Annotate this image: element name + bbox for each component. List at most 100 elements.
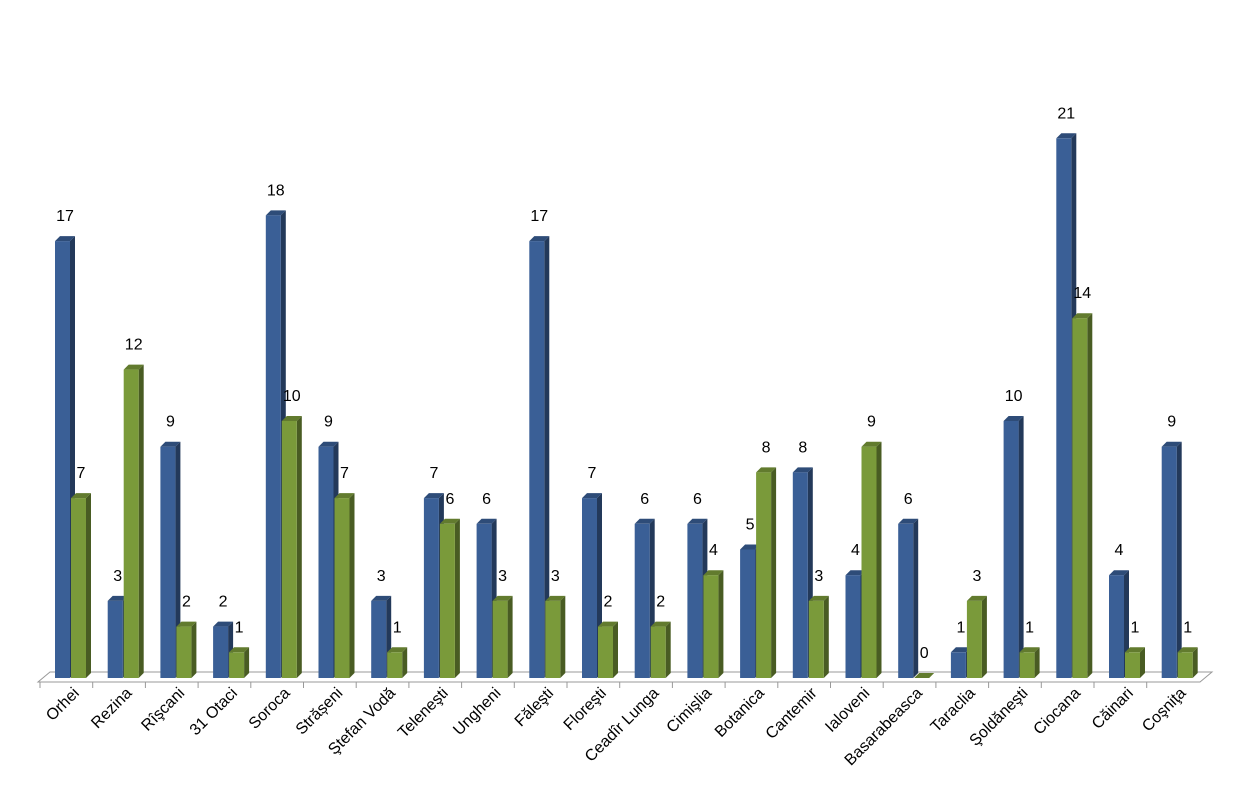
bar-top [1056,133,1077,139]
bar [71,498,86,678]
bar-top [1177,647,1198,653]
value-label: 9 [867,414,876,431]
bar [423,498,439,678]
bar-top [1019,647,1040,653]
bar-side [1034,647,1040,678]
bar-side [507,595,513,678]
bar [265,215,281,678]
x-tick-label: Orhei [43,685,83,725]
bar-top [792,467,813,473]
bar-top [387,647,408,653]
value-label: 3 [498,568,507,585]
bar [634,523,650,678]
x-tick-label: 31 Otaci [187,685,241,739]
bar-top [545,595,566,601]
value-label: 14 [1073,285,1091,302]
bar [281,421,297,678]
bar [334,498,350,678]
value-label: 2 [182,594,191,611]
bar-top [107,595,128,601]
bar-side [718,570,724,678]
bar-top [318,441,339,447]
x-tick-label: Rezina [88,685,135,732]
x-tick-label: Făleşti [512,685,557,730]
bar [861,446,877,678]
x-tick-label: Botanica [712,685,768,741]
bar-top [740,544,761,550]
bar [439,523,455,678]
x-tick-label: Ciocana [1031,685,1085,739]
bar-top [476,518,497,524]
value-label: 2 [656,594,665,611]
bar [845,575,861,678]
bar-top [598,621,618,627]
bar-side [876,441,882,678]
x-tick-label: Căinari [1089,685,1137,733]
bar [650,626,666,678]
value-label: 6 [640,491,649,508]
bar-top [265,210,286,216]
value-label: 1 [956,619,965,636]
bar-side [296,416,302,678]
value-label: 1 [235,619,244,636]
value-label: 4 [851,542,860,559]
bar-top [160,441,181,447]
value-label: 18 [267,182,285,199]
bar-top [808,595,829,601]
bar [545,600,561,678]
x-tick-label: Cantemir [763,684,821,742]
bar [808,600,824,678]
x-tick-label: Teleneşti [395,685,452,742]
bar [55,241,70,678]
bar-top [371,595,392,601]
bar-side [191,621,197,678]
value-label: 1 [1183,619,1192,636]
bar-top [898,518,919,524]
value-label: 3 [972,568,981,585]
bar-side [1018,416,1024,678]
bar [740,549,756,678]
bar-top [423,493,444,499]
x-tick-label: Rîşcani [138,685,188,735]
bar [229,652,245,678]
bar [160,446,176,678]
value-label: 9 [1167,414,1176,431]
bar [318,446,334,678]
bar-side [665,621,671,678]
bar-top [650,621,671,627]
x-tick-label: Coşniţa [1139,685,1189,735]
bar-top [1072,313,1093,319]
bar-top [229,647,250,653]
bar [1125,652,1140,678]
bar-top [529,236,550,242]
bar-top [55,236,75,242]
value-label: 7 [340,465,349,482]
bar-top [492,595,513,601]
value-label: 7 [77,465,86,482]
value-label: 7 [429,465,438,482]
value-label: 2 [219,594,228,611]
value-label: 6 [693,491,702,508]
x-tick-label: Ialoveni [822,685,873,736]
value-label: 1 [393,619,402,636]
bar-top [582,493,602,499]
bar-side [86,493,91,678]
bar-top [213,621,234,627]
value-label: 0 [920,645,929,662]
value-label: 10 [283,388,301,405]
x-tick-label: Soroca [246,685,294,733]
bar-top [1003,416,1024,421]
value-label: 17 [56,208,74,225]
bar-side [1176,441,1182,678]
bar [1072,318,1088,678]
bar-top [756,467,777,473]
bar-side [454,518,460,678]
bar-side [771,467,777,678]
bar [950,652,966,678]
bar-top [176,621,197,627]
bar [492,600,508,678]
value-label: 7 [588,465,597,482]
bar [1161,446,1177,678]
bar [1019,652,1035,678]
bar-top [71,493,91,499]
